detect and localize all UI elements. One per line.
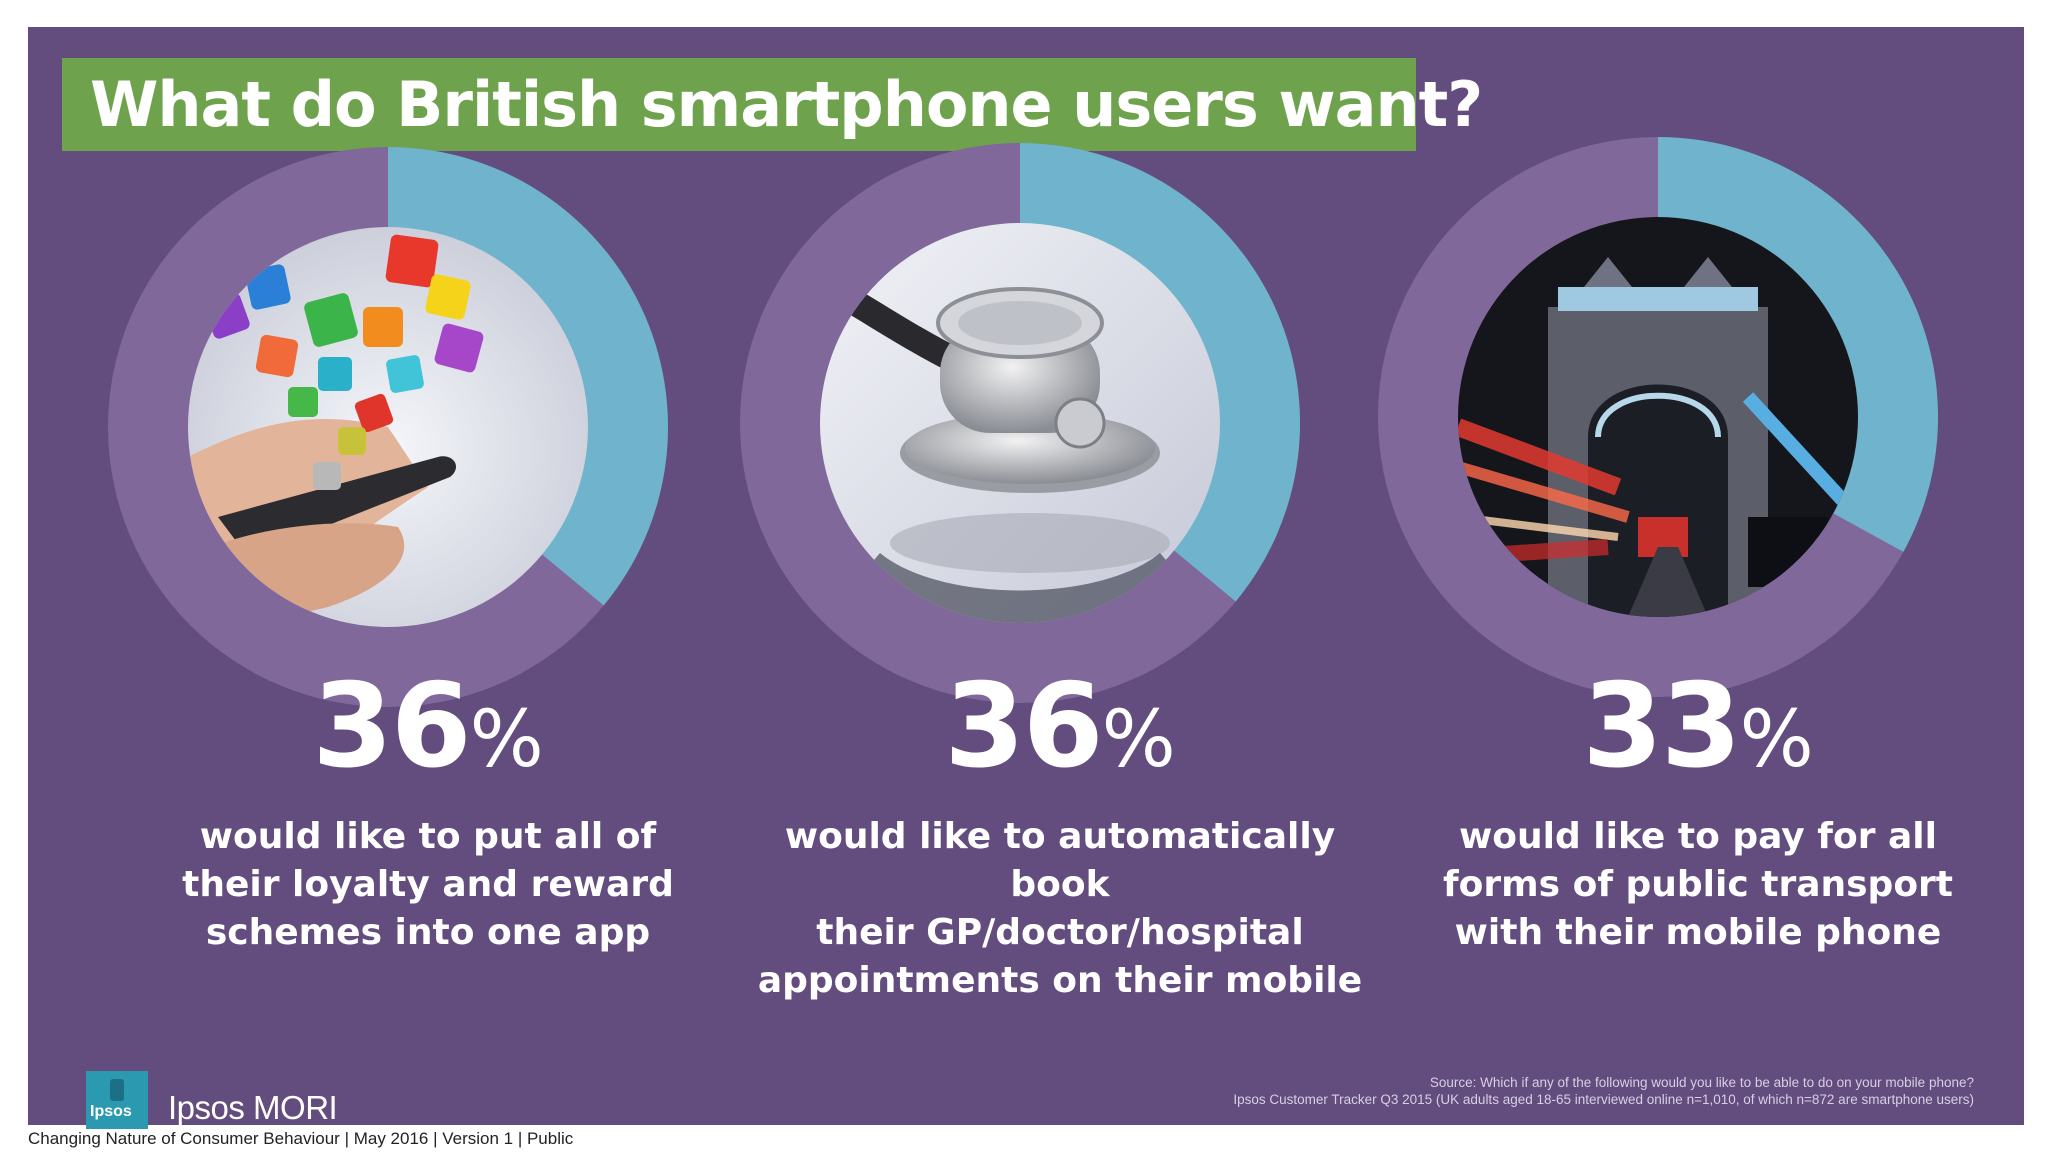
- apps-phone-photo: [188, 227, 588, 627]
- stethoscope-image: [820, 223, 1220, 623]
- title-banner: What do British smartphone users want?: [62, 58, 1483, 151]
- description-line: would like to automatically book: [784, 816, 1336, 905]
- percent-sign: %: [1739, 695, 1814, 785]
- footer-text: Changing Nature of Consumer Behaviour | …: [28, 1129, 574, 1148]
- ipsos-logo-mark: Ipsos: [86, 1071, 148, 1129]
- slide-background: What do British smartphone users want?: [28, 27, 2024, 1129]
- stat-panel-doctor: 36% would like to automatically book the…: [740, 27, 1380, 1067]
- tower-bridge-photo: [1458, 217, 1858, 617]
- description-line: their GP/doctor/hospital: [816, 912, 1304, 953]
- description-line: their loyalty and reward: [182, 864, 674, 905]
- description-line: appointments on their mobile: [757, 960, 1363, 1001]
- stethoscope-photo: [820, 223, 1220, 623]
- description-line: would like to put all of: [199, 816, 657, 857]
- percent-number: 36: [312, 659, 471, 794]
- description-line: with their mobile phone: [1454, 912, 1942, 953]
- source-details: Ipsos Customer Tracker Q3 2015 (UK adult…: [1233, 1092, 1974, 1107]
- percent-sign: %: [1101, 695, 1176, 785]
- description-line: would like to pay for all: [1459, 816, 1937, 857]
- stat-description: would like to pay for all forms of publi…: [1378, 813, 2018, 957]
- description-line: forms of public transport: [1442, 864, 1954, 905]
- tower-bridge-image: [1458, 217, 1858, 617]
- stat-panel-loyalty: 36% would like to put all of their loyal…: [108, 27, 748, 1067]
- stat-value: 36%: [108, 659, 748, 794]
- logo-mark-text: Ipsos: [90, 1103, 132, 1120]
- percent-sign: %: [469, 695, 544, 785]
- percent-number: 36: [944, 659, 1103, 794]
- stat-description: would like to put all of their loyalty a…: [108, 813, 748, 957]
- page-title: What do British smartphone users want?: [90, 68, 1483, 141]
- stat-description: would like to automatically book their G…: [740, 813, 1380, 1005]
- source-question: Source: Which if any of the following wo…: [1429, 1075, 1974, 1090]
- description-line: schemes into one app: [205, 912, 651, 953]
- percent-number: 33: [1582, 659, 1741, 794]
- logo-shape-icon: [110, 1079, 124, 1101]
- stat-value: 33%: [1378, 659, 2018, 794]
- stat-value: 36%: [740, 659, 1380, 794]
- stat-panel-transport: 33% would like to pay for all forms of p…: [1378, 27, 2018, 1067]
- phone-apps-image: [188, 227, 588, 627]
- brand-name: Ipsos MORI: [168, 1089, 338, 1126]
